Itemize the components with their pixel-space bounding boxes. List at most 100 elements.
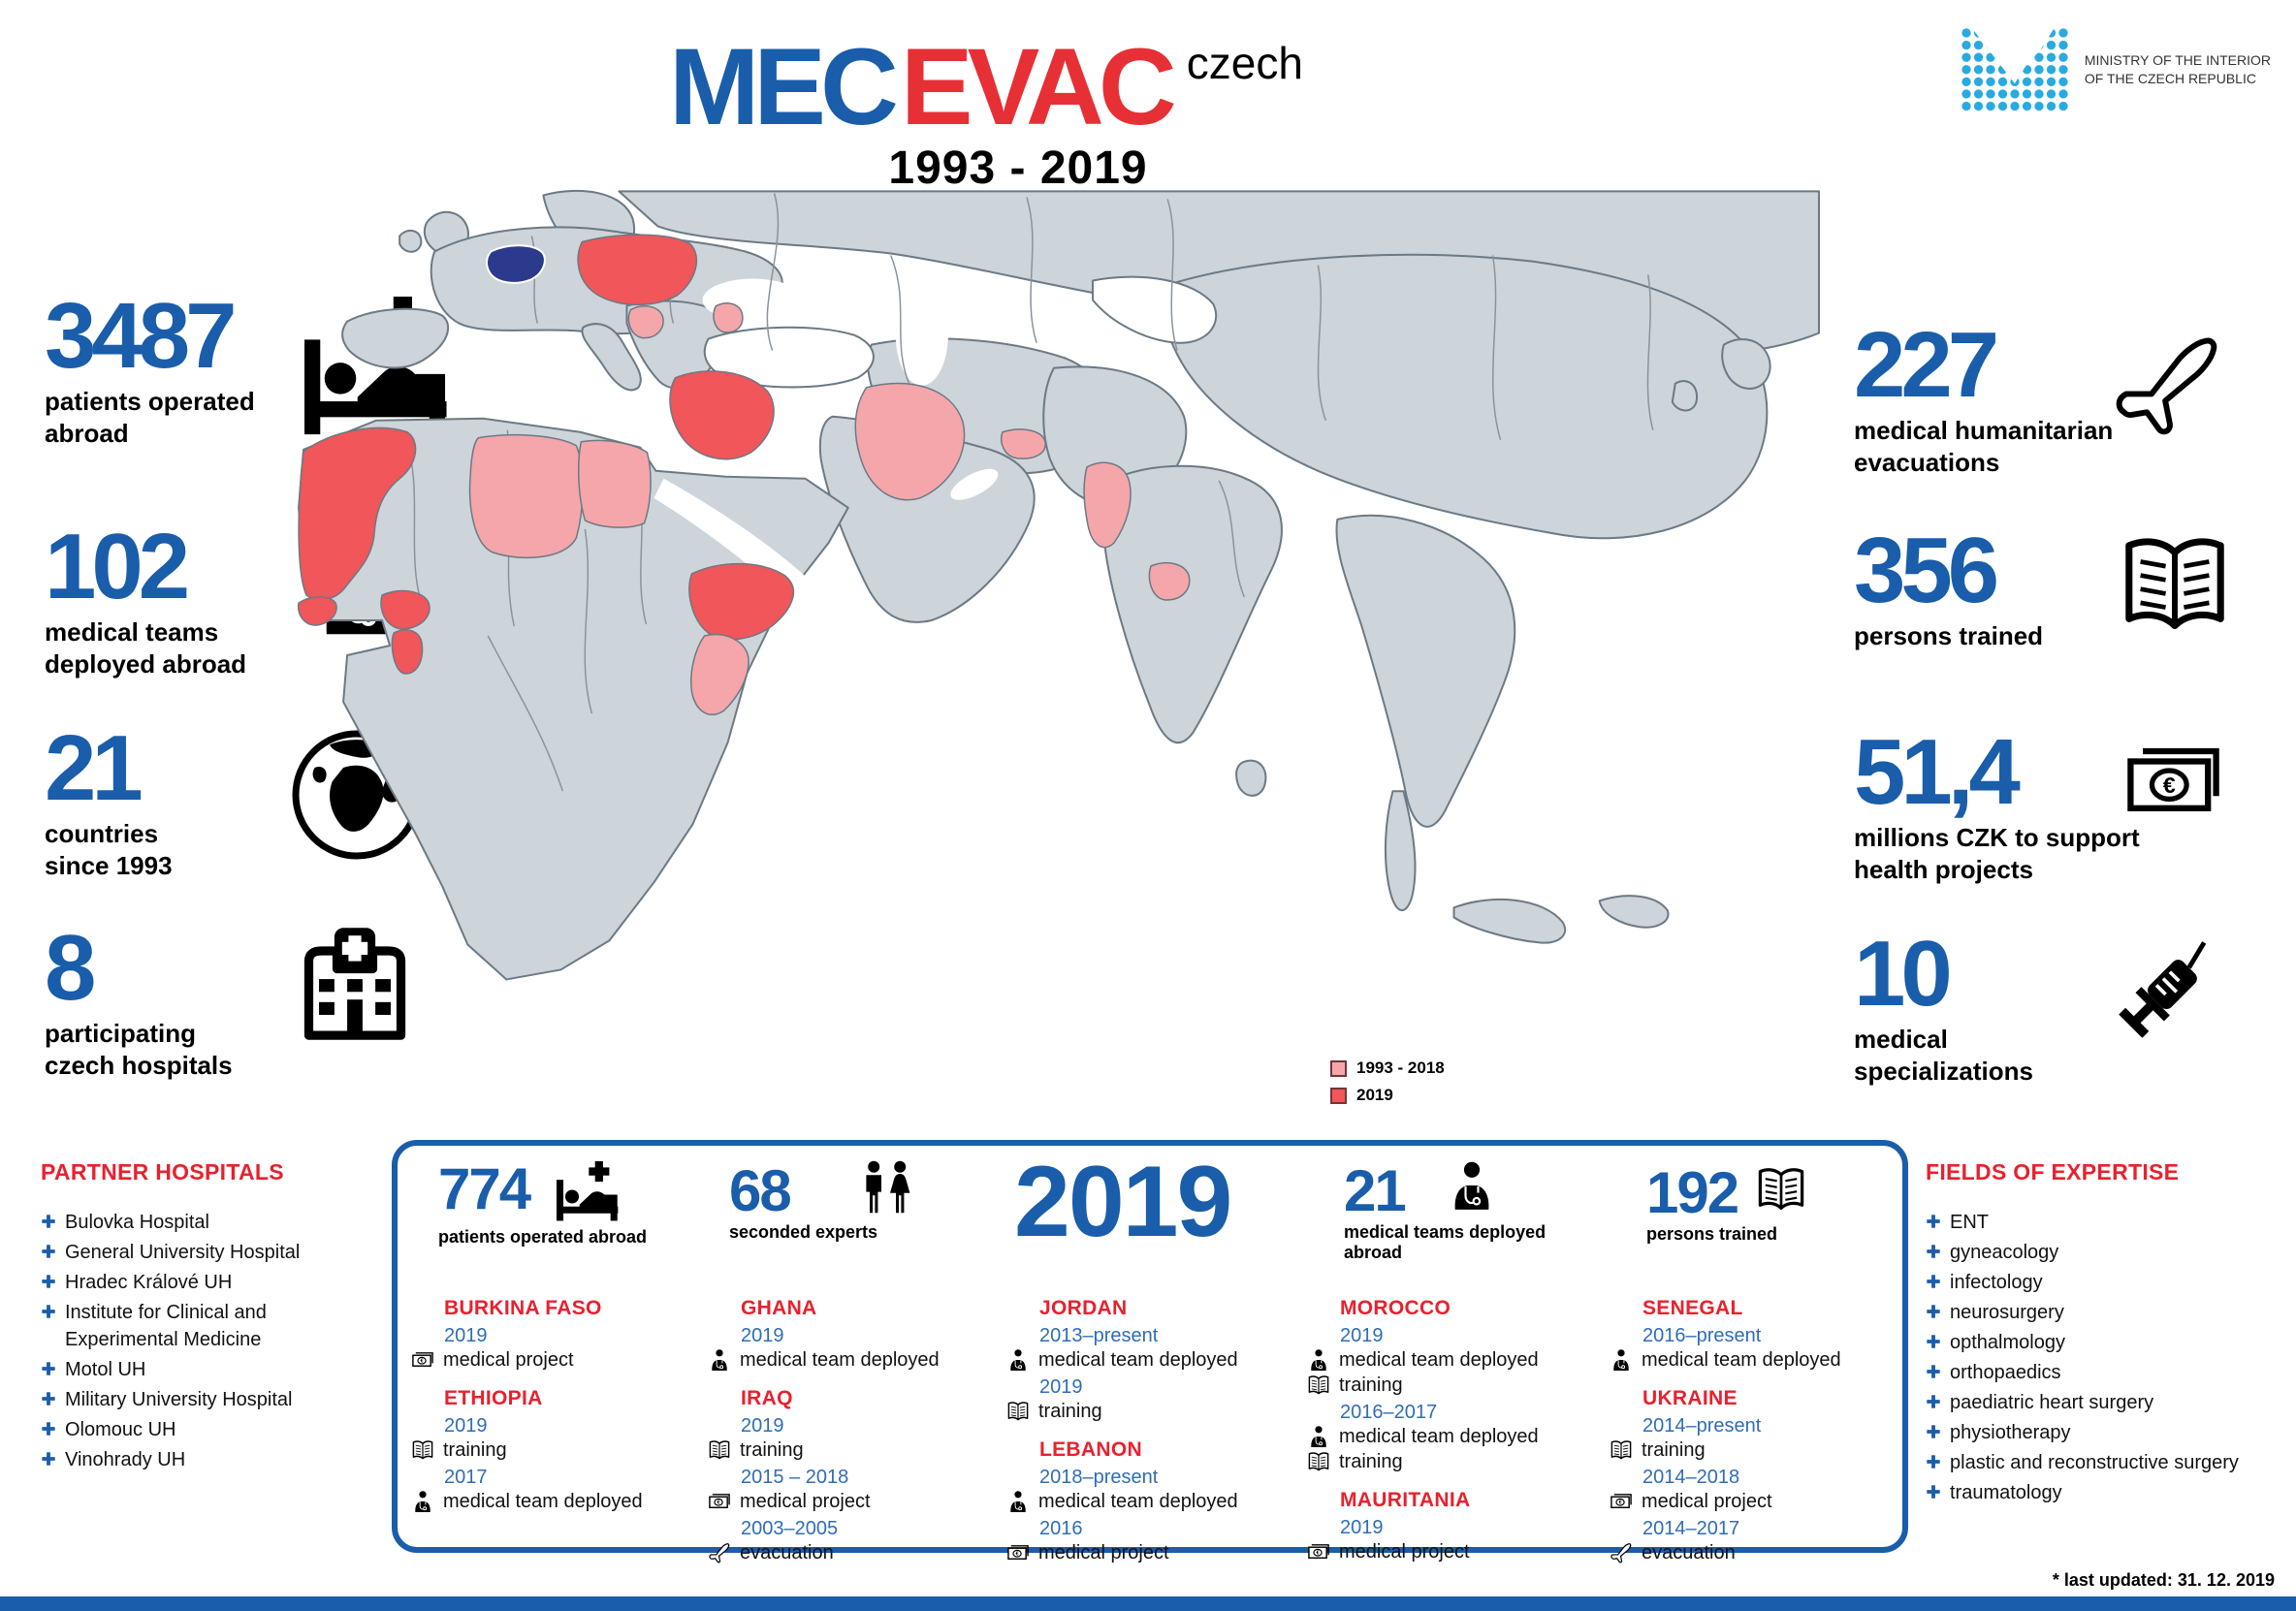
activity-row: medical team deployed: [411, 1490, 708, 1513]
book-icon: [1307, 1450, 1330, 1473]
map-egypt: [578, 439, 652, 528]
map-burkina-faso: [380, 589, 430, 630]
stat-label: medical teams deployed abroad: [45, 617, 247, 679]
logo: MECEVAC czech: [669, 33, 1303, 142]
stat-evacuations: 227 medical humanitarian evacuations: [1854, 313, 2296, 480]
list-item: physiotherapy: [1926, 1419, 2284, 1446]
box-year: 2019: [1014, 1146, 1232, 1258]
activity-row: medical project: [708, 1490, 1004, 1513]
stat-value: 102: [45, 515, 190, 618]
book-icon: [1610, 1438, 1633, 1462]
country-column: GHANA 2019 medical team deployed IRAQ 20…: [708, 1297, 1004, 1564]
activity-row: medical team deployed: [1006, 1490, 1303, 1513]
list-item: Military University Hospital: [41, 1386, 370, 1413]
activity-row: training: [1307, 1374, 1604, 1397]
map-syria-iraq-jordan: [669, 370, 775, 460]
list-item: opthalmology: [1926, 1329, 2284, 1356]
ministry-name: MINISTRY OF THE INTERIOR OF THE CZECH RE…: [2084, 52, 2271, 86]
open-book-icon: [2112, 527, 2238, 642]
list-item: Institute for Clinical and Experimental …: [41, 1299, 370, 1353]
stat-label: medical specializations: [1854, 1025, 2033, 1087]
activity-row: medical team deployed: [708, 1348, 1004, 1372]
ministry-logo: MINISTRY OF THE INTERIOR OF THE CZECH RE…: [1960, 27, 2271, 112]
stat-medical-teams: 102 medical teams deployed abroad: [45, 515, 491, 681]
last-updated-note: * last updated: 31. 12. 2019: [2052, 1570, 2275, 1590]
country-column: MOROCCO 2019 medical team deployed train…: [1307, 1297, 1604, 1564]
stat-czk-support: 51,4 millions CZK to support health proj…: [1854, 725, 2296, 887]
plus-icon: [1926, 1214, 1941, 1229]
box-stat-teams: 21 medical teams deployed abroad: [1344, 1163, 1546, 1262]
list-item: Hradec Králové UH: [41, 1269, 370, 1296]
activity-row: evacuation: [1610, 1541, 1906, 1564]
stat-countries: 21 countries since 1993: [45, 716, 491, 883]
plus-icon: [41, 1274, 56, 1289]
stat-value: 227: [1854, 313, 1999, 417]
legend-item: 2019: [1330, 1082, 1445, 1109]
logo-evac: EVAC: [900, 26, 1177, 147]
activity-row: medical project: [1307, 1540, 1604, 1564]
book-icon: [1006, 1400, 1030, 1423]
map-cambodia: [1148, 562, 1191, 601]
plus-icon: [41, 1361, 56, 1376]
money-icon: [1610, 1490, 1633, 1513]
plus-icon: [1926, 1484, 1941, 1500]
map-kenya: [690, 634, 749, 715]
money-icon: [411, 1348, 434, 1372]
plane-icon: [1610, 1541, 1633, 1564]
list-item: orthopaedics: [1926, 1359, 2284, 1386]
period-subtitle: 1993 - 2019: [888, 142, 1148, 194]
list-item: Olomouc UH: [41, 1416, 370, 1443]
legend-swatch-1993-2018: [1330, 1059, 1347, 1077]
country-block: MAURITANIA 2019 medical project: [1307, 1489, 1604, 1564]
list-item: neurosurgery: [1926, 1299, 2284, 1326]
list-item: plastic and reconstructive surgery: [1926, 1449, 2284, 1476]
list-item: Bulovka Hospital: [41, 1209, 370, 1236]
stat-specializations: 10 medical specializations: [1854, 922, 2296, 1089]
plus-icon: [1926, 1394, 1941, 1409]
map-balkans-a: [627, 305, 664, 339]
activity-row: training: [1006, 1400, 1303, 1423]
stat-hospitals: 8 participating czech hospitals: [45, 921, 491, 1083]
country-block: MOROCCO 2019 medical team deployed train…: [1307, 1297, 1604, 1473]
stat-value: 3487: [45, 284, 238, 388]
plus-icon: [41, 1451, 56, 1467]
doctor-icon: [708, 1348, 731, 1372]
hospital-bed-icon: [549, 1161, 626, 1223]
box-stat-trained: 192 persons trained: [1646, 1164, 1811, 1245]
plus-icon: [41, 1391, 56, 1406]
plus-icon: [1926, 1364, 1941, 1379]
logo-suffix: czech: [1186, 38, 1303, 88]
syringe-icon: [2110, 929, 2228, 1047]
ministry-dots-icon: [1960, 27, 2069, 112]
list-item: ENT: [1926, 1209, 2284, 1236]
stat-value: 356: [1854, 519, 1999, 622]
doctor-icon: [1307, 1425, 1330, 1448]
country-column: JORDAN 2013–present medical team deploye…: [1006, 1297, 1303, 1564]
activity-row: medical team deployed: [1610, 1348, 1906, 1372]
list-item: General University Hospital: [41, 1239, 370, 1266]
bottom-bar: [0, 1596, 2296, 1611]
activity-row: training: [708, 1438, 1004, 1462]
panel-title: PARTNER HOSPITALS: [41, 1159, 284, 1185]
man-woman-icon: [852, 1159, 922, 1217]
map-czech-republic: [486, 244, 546, 284]
stat-label: persons trained: [1854, 621, 2044, 651]
activity-row: training: [1610, 1438, 1906, 1462]
airplane-icon: [2102, 328, 2233, 442]
partner-hospitals-panel: PARTNER HOSPITALS Bulovka Hospital Gener…: [41, 1159, 370, 1476]
world-map: [297, 189, 1820, 981]
country-column: BURKINA FASO 2019 medical project ETHIOP…: [411, 1297, 708, 1513]
plus-icon: [1926, 1304, 1941, 1319]
list-item: gyneacology: [1926, 1239, 2284, 1266]
map-ghana: [391, 629, 424, 675]
stat-value: 10: [1854, 922, 1953, 1026]
activity-row: evacuation: [708, 1541, 1004, 1564]
country-block: BURKINA FASO 2019 medical project: [411, 1297, 708, 1372]
map-myanmar: [1083, 461, 1132, 549]
country-block: GHANA 2019 medical team deployed: [708, 1297, 1004, 1372]
list-item: paediatric heart surgery: [1926, 1389, 2284, 1416]
map-morocco-mauritania: [298, 426, 417, 601]
stat-value: 21: [45, 716, 144, 820]
banknote-icon: [2108, 731, 2239, 833]
logo-mec: MEC: [669, 26, 899, 147]
